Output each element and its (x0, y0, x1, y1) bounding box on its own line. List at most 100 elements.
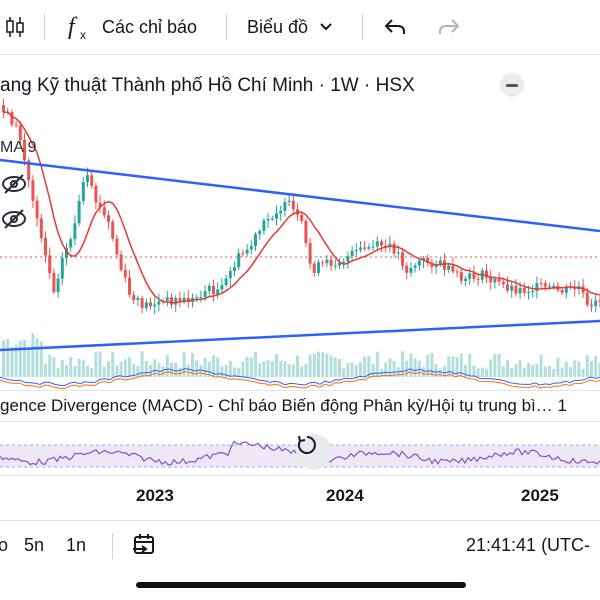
candle-body (384, 245, 388, 247)
volume-bar (552, 368, 556, 377)
volume-bar (73, 366, 77, 377)
range-button[interactable]: o (0, 535, 9, 555)
volume-bar (224, 364, 228, 377)
candle-body (409, 267, 413, 273)
candle-body (123, 269, 127, 278)
volume-bar (417, 360, 421, 377)
volume-bar (342, 368, 346, 377)
candle-body (258, 230, 262, 235)
volume-bar (207, 361, 211, 377)
candle-body (485, 270, 488, 278)
candle-body (531, 290, 535, 293)
replay-icon[interactable] (132, 533, 158, 557)
candle-body (140, 297, 144, 308)
candle-body (438, 260, 442, 265)
candle-body (233, 267, 236, 271)
candle-body (581, 286, 585, 293)
volume-bar (203, 358, 207, 377)
volume-bar (392, 361, 396, 377)
volume-bar (510, 368, 514, 377)
volume-bar (186, 364, 190, 377)
candle-body (392, 243, 396, 254)
macd-indicator-label: gence Divergence (MACD) - Chỉ báo Biến đ… (0, 390, 600, 422)
candle-body (270, 218, 274, 220)
candle-body (220, 285, 224, 290)
price-chart[interactable] (0, 55, 600, 475)
volume-bar (283, 361, 287, 377)
eye-slash-icon[interactable] (0, 173, 28, 195)
ma-indicator-label: MA 9 (0, 139, 37, 156)
volume-bar (2, 340, 5, 377)
candle-body (254, 234, 257, 247)
candle-body (73, 223, 77, 240)
volume-bar (262, 361, 266, 377)
undo-button[interactable] (383, 0, 407, 54)
volume-bar (216, 357, 220, 377)
candle-body (598, 300, 600, 302)
volume-bar (434, 364, 438, 377)
candle-body (455, 271, 459, 273)
volume-bar (430, 352, 434, 377)
volume-bar (443, 366, 446, 377)
candle-body (405, 265, 409, 273)
candle-body (300, 214, 304, 222)
toolbar-divider (44, 14, 45, 40)
volume-bar (81, 360, 85, 377)
candle-body (489, 277, 493, 283)
volume-bar (548, 366, 551, 377)
redo-button[interactable] (437, 0, 461, 54)
candlestick-icon[interactable] (4, 0, 28, 54)
candle-body (224, 278, 228, 286)
volume-bar (98, 351, 102, 377)
chart-type-button[interactable]: Biểu đồ (247, 0, 334, 54)
eye-slash-icon[interactable] (0, 208, 28, 230)
volume-bar (94, 352, 98, 377)
volume-bar (44, 363, 47, 377)
candle-body (333, 265, 337, 267)
volume-bar (413, 358, 417, 377)
toolbar-divider (112, 533, 113, 559)
volume-bar (258, 363, 262, 377)
volume-bar (514, 363, 518, 377)
top-toolbar: f x Các chỉ báo Biểu đồ (0, 0, 600, 55)
candle-body (81, 182, 85, 201)
candle-body (413, 265, 417, 268)
volume-bar (354, 365, 358, 377)
volume-bar (65, 364, 68, 377)
volume-bar (149, 364, 152, 377)
candle-body (312, 263, 316, 274)
volume-bar (233, 367, 236, 377)
volume-bar (102, 366, 106, 377)
reset-chart-button[interactable] (296, 434, 332, 470)
range-button-1y[interactable]: 1n (66, 535, 87, 555)
volume-bar (594, 355, 598, 377)
volume-bar (560, 367, 564, 377)
range-button-5y[interactable]: 5n (24, 535, 45, 555)
candle-body (266, 219, 270, 221)
volume-bar (212, 355, 215, 377)
candle-body (422, 257, 425, 261)
volume-bar (39, 341, 43, 377)
chart-pane[interactable]: ang Kỹ thuật Thành phố Hồ Chí Minh · 1W … (0, 55, 600, 475)
candle-body (178, 298, 182, 302)
time-axis[interactable]: 2023 2024 2025 (0, 475, 600, 520)
candle-body (60, 258, 64, 279)
volume-bar (275, 353, 278, 377)
year-label: 2024 (326, 486, 364, 505)
volume-bar (350, 362, 354, 377)
clock-readout[interactable]: 21:41:41 (UTC- (466, 535, 591, 555)
volume-bar (569, 367, 572, 377)
collapse-legend-button[interactable] (500, 73, 524, 97)
reset-icon (297, 435, 316, 454)
volume-bar (506, 360, 509, 377)
candle-body (115, 238, 119, 255)
volume-bar (254, 351, 257, 377)
candle-body (136, 297, 140, 300)
candle-body (44, 238, 47, 256)
indicators-button[interactable]: f x Các chỉ báo (66, 0, 197, 54)
candle-body (304, 221, 308, 244)
volume-bar (300, 366, 304, 377)
volume-bar (249, 357, 253, 377)
chart-type-label: Biểu đồ (247, 16, 309, 37)
svg-text:x: x (80, 28, 86, 42)
